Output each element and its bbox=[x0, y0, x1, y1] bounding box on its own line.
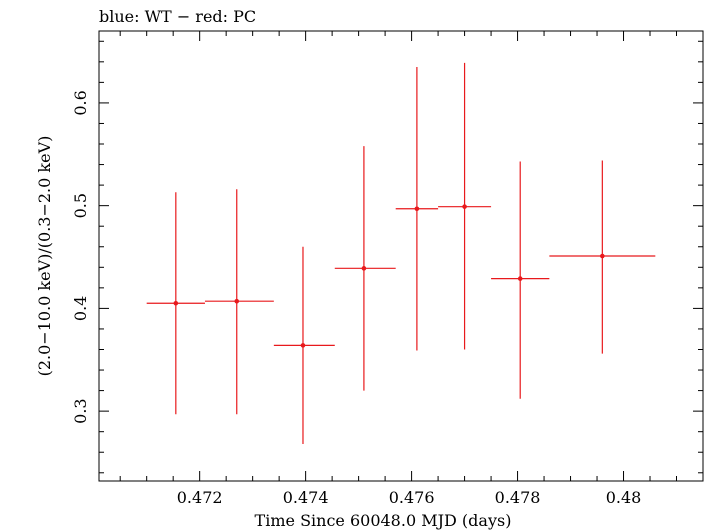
data-point bbox=[395, 66, 439, 351]
plot-frame bbox=[98, 30, 704, 482]
data-point bbox=[273, 246, 335, 445]
point-marker bbox=[414, 206, 420, 212]
data-point bbox=[491, 161, 550, 399]
x-tick-label: 0.478 bbox=[495, 488, 541, 507]
axis-ticks bbox=[99, 31, 704, 481]
point-marker bbox=[234, 298, 240, 304]
chart-title: blue: WT − red: PC bbox=[99, 7, 256, 26]
y-tick-label: 0.3 bbox=[71, 398, 90, 423]
point-marker bbox=[600, 253, 605, 259]
data-point bbox=[204, 189, 274, 415]
y-tick-label: 0.4 bbox=[71, 296, 90, 321]
data-points bbox=[146, 62, 656, 445]
y-tick-labels: 0.3 0.4 0.5 0.6 bbox=[71, 90, 90, 424]
x-tick-label: 0.48 bbox=[606, 488, 642, 507]
y-tick-label: 0.5 bbox=[71, 193, 90, 218]
y-axis-label: (2.0−10.0 keV)/(0.3−2.0 keV) bbox=[35, 136, 54, 377]
x-tick-label: 0.474 bbox=[283, 488, 329, 507]
y-tick-label: 0.6 bbox=[71, 90, 90, 115]
data-point bbox=[146, 192, 205, 415]
data-point bbox=[549, 160, 656, 354]
point-marker bbox=[361, 266, 367, 271]
point-marker bbox=[462, 204, 467, 209]
point-marker bbox=[300, 343, 306, 348]
x-tick-label: 0.472 bbox=[177, 488, 223, 507]
point-marker bbox=[173, 300, 179, 306]
point-marker bbox=[517, 276, 523, 281]
x-tick-labels: 0.472 0.474 0.476 0.478 0.48 bbox=[177, 488, 642, 507]
x-axis-label: Time Since 60048.0 MJD (days) bbox=[255, 511, 512, 530]
data-point bbox=[438, 62, 492, 350]
data-point bbox=[334, 146, 396, 391]
x-tick-label: 0.476 bbox=[389, 488, 435, 507]
